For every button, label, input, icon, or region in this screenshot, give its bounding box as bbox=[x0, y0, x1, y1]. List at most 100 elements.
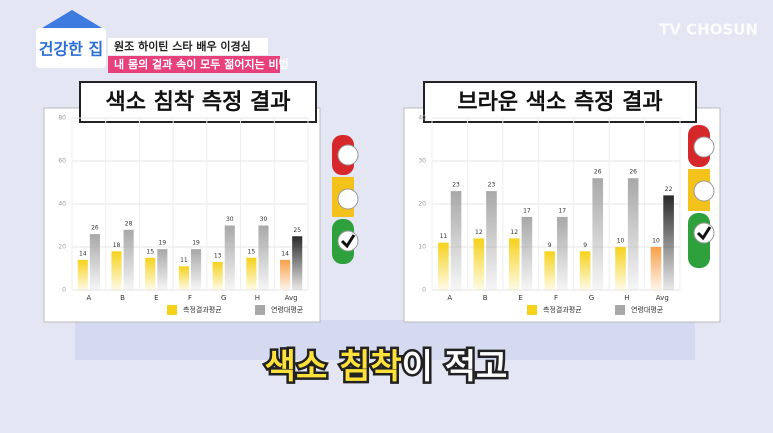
bar bbox=[178, 266, 189, 290]
bar bbox=[486, 191, 497, 290]
bar bbox=[521, 216, 533, 290]
bar bbox=[258, 225, 269, 290]
value-label: 26 bbox=[629, 169, 637, 176]
legend-swatch bbox=[255, 305, 265, 315]
caption-bottom: 내 몸의 겉과 속이 모두 젊어지는 비법 bbox=[114, 57, 289, 71]
bar bbox=[280, 259, 291, 290]
value-label: 26 bbox=[91, 225, 99, 232]
legend-label: 측정결과평균 bbox=[183, 305, 222, 314]
bar bbox=[544, 251, 555, 290]
bar bbox=[557, 216, 568, 290]
legend-label: 연령대평균 bbox=[631, 305, 664, 314]
bar bbox=[450, 191, 462, 290]
x-tick-label: H bbox=[255, 294, 260, 302]
channel-logo: TV CHOSUN bbox=[659, 21, 758, 39]
bar bbox=[246, 257, 257, 290]
value-label: 12 bbox=[475, 229, 483, 236]
bar bbox=[89, 234, 100, 290]
deco bbox=[75, 320, 695, 360]
value-label: 25 bbox=[293, 227, 301, 234]
y-tick-label: 40 bbox=[418, 115, 426, 122]
value-label: 22 bbox=[665, 186, 673, 193]
bar bbox=[438, 242, 449, 290]
bar bbox=[579, 251, 591, 290]
bar bbox=[508, 238, 520, 290]
bar bbox=[145, 257, 156, 290]
value-label: 15 bbox=[248, 248, 256, 255]
x-tick-label: H bbox=[624, 294, 629, 302]
x-tick-label: G bbox=[589, 294, 594, 302]
title-box bbox=[423, 81, 697, 123]
subtitle-highlight: 색소 침착 bbox=[265, 347, 402, 387]
x-tick-label: G bbox=[221, 294, 226, 302]
value-label: 26 bbox=[594, 169, 602, 176]
value-label: 19 bbox=[192, 240, 200, 247]
x-tick-label: B bbox=[483, 294, 488, 302]
chart-title: 색소 침착 측정 결과 bbox=[106, 90, 291, 115]
chart-title: 브라운 색소 측정 결과 bbox=[457, 90, 662, 115]
caption-top: 원조 하이틴 스타 배우 이경심 bbox=[114, 39, 251, 53]
y-tick-label: 0 bbox=[62, 287, 66, 294]
value-label: 14 bbox=[79, 250, 87, 257]
value-label: 30 bbox=[226, 216, 234, 223]
bar bbox=[615, 247, 626, 290]
traffic-light bbox=[688, 125, 715, 268]
value-label: 17 bbox=[523, 207, 531, 214]
x-tick-label: F bbox=[188, 294, 192, 302]
x-tick-label: F bbox=[554, 294, 558, 302]
bar bbox=[224, 225, 235, 290]
legend-swatch bbox=[527, 305, 537, 315]
value-label: 10 bbox=[652, 238, 660, 245]
y-tick-label: 40 bbox=[58, 201, 66, 208]
bar bbox=[592, 178, 604, 290]
y-tick-label: 20 bbox=[418, 201, 426, 208]
bar bbox=[77, 259, 88, 290]
bar bbox=[627, 178, 639, 290]
bar bbox=[663, 195, 674, 290]
value-label: 10 bbox=[617, 238, 625, 245]
y-tick-label: 10 bbox=[418, 244, 426, 251]
traffic-light bbox=[332, 135, 359, 264]
value-label: 19 bbox=[159, 240, 167, 247]
x-tick-label: A bbox=[86, 294, 91, 302]
logo-roof bbox=[42, 10, 102, 28]
legend-label: 연령대평균 bbox=[271, 305, 304, 314]
bar bbox=[473, 238, 485, 290]
value-label: 14 bbox=[281, 250, 289, 257]
y-tick-label: 0 bbox=[422, 287, 426, 294]
caption-box bbox=[108, 38, 268, 55]
value-label: 15 bbox=[146, 248, 154, 255]
bar bbox=[650, 247, 662, 290]
legend-swatch bbox=[167, 305, 177, 315]
subtitle: 색소 침착이 적고 bbox=[265, 347, 508, 387]
y-tick-label: 20 bbox=[58, 244, 66, 251]
value-label: 28 bbox=[125, 220, 133, 227]
x-tick-label: E bbox=[518, 294, 522, 302]
caption-box bbox=[108, 56, 280, 73]
logo-box bbox=[36, 28, 106, 68]
x-tick-label: A bbox=[447, 294, 452, 302]
value-label: 9 bbox=[548, 242, 552, 249]
value-label: 12 bbox=[510, 229, 518, 236]
bar bbox=[111, 251, 122, 290]
bar bbox=[191, 249, 202, 290]
value-label: 30 bbox=[260, 216, 268, 223]
y-tick-label: 60 bbox=[58, 158, 66, 165]
legend-swatch bbox=[615, 305, 625, 315]
bar bbox=[123, 229, 134, 290]
x-tick-label: Avg bbox=[285, 294, 298, 302]
value-label: 23 bbox=[452, 182, 460, 189]
value-label: 23 bbox=[488, 182, 496, 189]
y-tick-label: 30 bbox=[418, 158, 426, 165]
bar bbox=[292, 236, 303, 290]
value-label: 18 bbox=[113, 242, 121, 249]
bar bbox=[157, 249, 168, 290]
x-tick-label: Avg bbox=[656, 294, 669, 302]
subtitle-rest: 이 적고 bbox=[402, 347, 508, 387]
value-label: 11 bbox=[440, 233, 448, 240]
value-label: 11 bbox=[180, 257, 188, 264]
logo-text: 건강한 집 bbox=[39, 40, 103, 59]
value-label: 17 bbox=[558, 207, 566, 214]
x-tick-label: B bbox=[120, 294, 125, 302]
